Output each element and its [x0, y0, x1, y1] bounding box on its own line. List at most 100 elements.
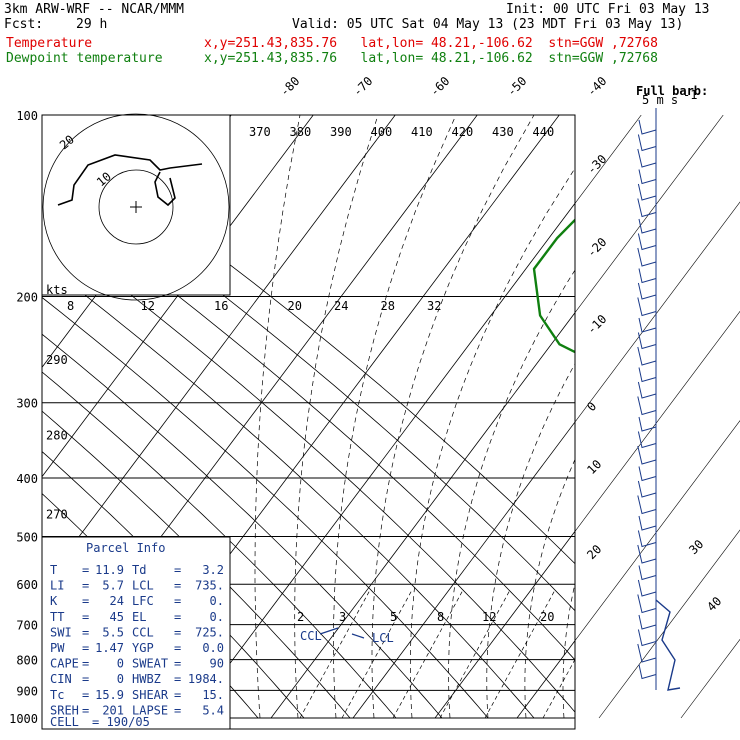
pressure-label: 200 [16, 291, 38, 305]
isotherm-label: 0 [584, 399, 599, 414]
parcel-key: K [50, 594, 58, 608]
parcel-eq: = [174, 657, 181, 671]
parcel-key: CAPE [50, 657, 79, 671]
parcel-eq: = [174, 594, 181, 608]
parcel-value: 3.2 [202, 563, 224, 577]
parcel-cell-value: = 190/05 [92, 715, 150, 729]
parcel-key: SWI [50, 625, 72, 639]
isotherm-label: -50 [504, 74, 529, 99]
moist-adiabat [562, 581, 575, 719]
wind-barb [638, 317, 657, 333]
wind-barb [637, 594, 657, 614]
isotherm-line [599, 115, 740, 718]
parcel-eq: = [174, 672, 181, 686]
parcel-value: 15. [202, 688, 224, 702]
wind-barb [637, 643, 657, 663]
wind-barb [637, 396, 657, 416]
isotherm-label: -10 [584, 312, 609, 337]
dewpoint-legend: Dewpoint temperature [6, 51, 163, 66]
isotherm-label: -60 [427, 74, 452, 99]
moist-adiabat [409, 167, 575, 719]
wind-barb-cluster [655, 599, 681, 691]
parcel-eq: = [82, 657, 89, 671]
parcel-key: LFC [132, 594, 154, 608]
wind-barb [637, 445, 657, 465]
wind-barb [638, 169, 657, 185]
wind-barb [637, 480, 657, 498]
theta-label: 280 [46, 428, 68, 442]
hodograph-ring-20 [42, 113, 230, 301]
forecast-hours: 29 h [76, 17, 108, 32]
mixing-ratio-line [341, 589, 413, 719]
parcel-value: 0. [210, 610, 224, 624]
parcel-value: 0.0 [202, 641, 224, 655]
parcel-value: 15.9 [95, 688, 124, 702]
mixing-ratio-label: 2 [297, 610, 304, 624]
isotherm-label: 10 [584, 457, 604, 477]
isotherm-line [575, 420, 740, 642]
wind-barb [638, 515, 657, 531]
parcel-eq: = [82, 625, 89, 639]
parcel-key: YGP [132, 641, 154, 655]
wind-barb [638, 416, 657, 432]
valid-time: Valid: 05 UTC Sat 04 May 13 (23 MDT Fri … [292, 17, 684, 32]
parcel-key: CIN [50, 672, 72, 686]
dewpoint-location: x,y=251.43,835.76 lat,lon= 48.21,-106.62… [204, 51, 658, 66]
forecast-label: Fcst: [4, 17, 44, 32]
wind-barb [637, 332, 657, 350]
parcel-value: 735. [195, 579, 224, 593]
parcel-eq: = [174, 688, 181, 702]
moist-adiabat [294, 115, 379, 719]
parcel-eq: = [82, 579, 89, 593]
parcel-eq: = [174, 703, 181, 717]
moist-adiabat [524, 458, 575, 719]
wind-barb [637, 346, 657, 366]
model-title: 3km ARW-WRF -- NCAR/MMM [4, 2, 185, 17]
parcel-marker [319, 627, 365, 639]
theta-label: 270 [46, 508, 68, 522]
hodograph-axis-tick: 24 [334, 299, 348, 313]
wind-barb [637, 495, 657, 515]
isotherm-label: -70 [350, 74, 375, 99]
parcel-value: 11.9 [95, 563, 124, 577]
moist-adiabat [486, 362, 575, 719]
temperature-location: x,y=251.43,835.76 lat,lon= 48.21,-106.62… [204, 36, 658, 51]
pressure-label: 300 [16, 397, 38, 411]
parcel-value: 1984. [188, 672, 224, 686]
pressure-label: 500 [16, 530, 38, 544]
dry-adiabat [42, 159, 575, 612]
isotherm-line [575, 310, 740, 532]
hodograph-axis-tick: 28 [381, 299, 395, 313]
mixing-ratio-line [299, 589, 371, 719]
parcel-value: 24 [110, 594, 124, 608]
mixing-ratio-line [439, 589, 511, 719]
isotherm-line [352, 421, 575, 719]
wind-barb [638, 367, 657, 383]
temperature-legend: Temperature [6, 36, 93, 51]
wind-legend-exponent: -1 [683, 88, 697, 102]
hodograph-axis-tick: 20 [288, 299, 302, 313]
mixing-ratio-line [392, 589, 464, 719]
hodograph-trace [57, 154, 203, 207]
isotherm-line [680, 638, 740, 719]
wind-barb [637, 134, 657, 152]
wind-barb [638, 119, 657, 135]
dry-adiabat [42, 261, 535, 719]
moist-adiabat [371, 115, 535, 719]
wind-barb [637, 282, 657, 300]
parcel-value: 5.4 [202, 703, 224, 717]
theta-e-label: 440 [533, 125, 555, 139]
wind-legend-value: 5 m s [642, 93, 678, 107]
dry-adiabat [42, 226, 575, 713]
parcel-eq: = [82, 610, 89, 624]
moist-adiabat [254, 115, 301, 719]
parcel-value: 5.7 [102, 579, 124, 593]
parcel-value: 0 [117, 672, 124, 686]
pressure-label: 600 [16, 578, 38, 592]
parcel-eq: = [174, 579, 181, 593]
parcel-value: 5.5 [102, 625, 124, 639]
parcel-cell-label: CELL [50, 715, 79, 729]
parcel-key: T [50, 563, 57, 577]
isotherm-line [598, 529, 740, 719]
dry-adiabat [42, 296, 489, 719]
